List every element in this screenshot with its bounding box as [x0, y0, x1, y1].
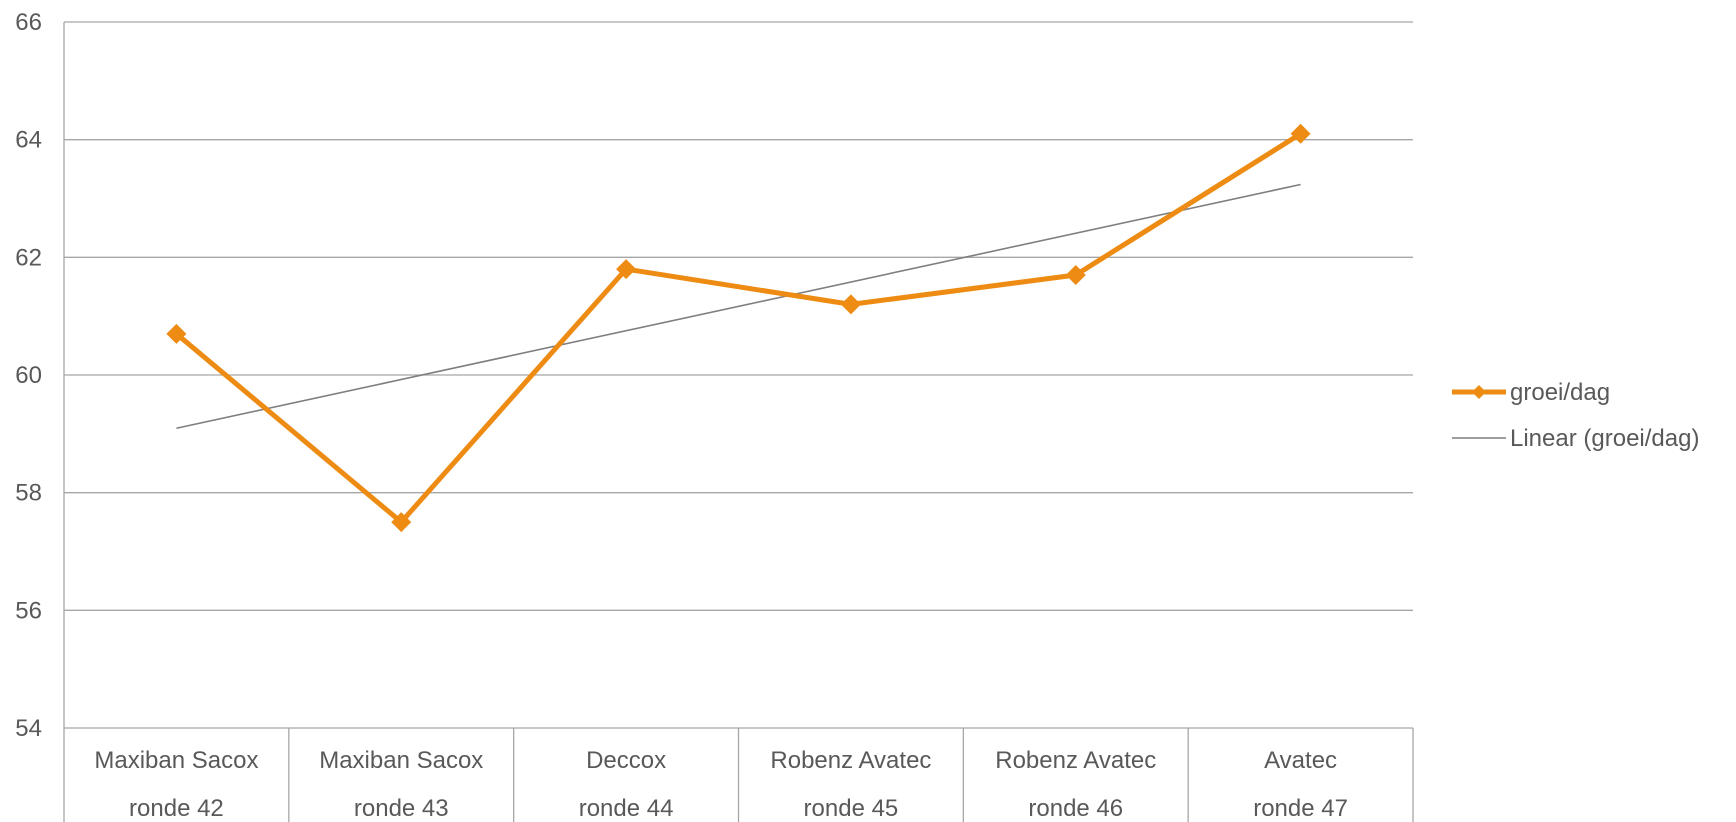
series-line: [174, 131, 1302, 525]
legend: groei/dag Linear (groei/dag): [1452, 379, 1699, 452]
x-tick-label: Maxiban Sacox: [319, 747, 483, 774]
data-point-marker: [391, 512, 412, 533]
data-point-marker: [166, 323, 187, 344]
series-group: [166, 123, 1311, 533]
y-tick-label: 54: [15, 715, 42, 742]
trendline-group: [176, 183, 1301, 430]
legend-series-label: groei/dag: [1510, 379, 1610, 406]
x-tick-label: Maxiban Sacox: [94, 747, 258, 774]
data-point-marker: [1290, 123, 1311, 144]
y-tick-label: 58: [15, 480, 42, 507]
x-tick-label: ronde 43: [354, 795, 449, 822]
y-tick-label: 66: [15, 9, 42, 36]
gridlines: [64, 21, 1413, 729]
x-tick-label: Robenz Avatec: [995, 747, 1156, 774]
y-tick-label: 62: [15, 244, 42, 271]
y-tick-label: 60: [15, 362, 42, 389]
x-tick-label: Robenz Avatec: [770, 747, 931, 774]
x-tick-label: ronde 44: [579, 795, 674, 822]
legend-series-marker: [1472, 385, 1486, 399]
y-axis: 54 56 58 60 62 64 66: [15, 9, 65, 822]
data-point-marker: [840, 294, 861, 315]
y-tick-label: 56: [15, 597, 42, 624]
x-tick-label: ronde 45: [804, 795, 899, 822]
y-tick-label: 64: [15, 127, 42, 154]
x-tick-label: ronde 47: [1253, 795, 1348, 822]
x-tick-label: Avatec: [1264, 747, 1337, 774]
data-point-marker: [1065, 264, 1086, 285]
legend-trendline-label: Linear (groei/dag): [1510, 425, 1699, 452]
x-axis: Maxiban Sacox ronde 42 Maxiban Sacox ronde …: [94, 728, 1414, 822]
trendline: [176, 183, 1301, 430]
x-tick-label: Deccox: [586, 747, 666, 774]
x-tick-label: ronde 46: [1028, 795, 1123, 822]
x-tick-label: ronde 42: [129, 795, 224, 822]
data-point-marker: [616, 259, 637, 280]
